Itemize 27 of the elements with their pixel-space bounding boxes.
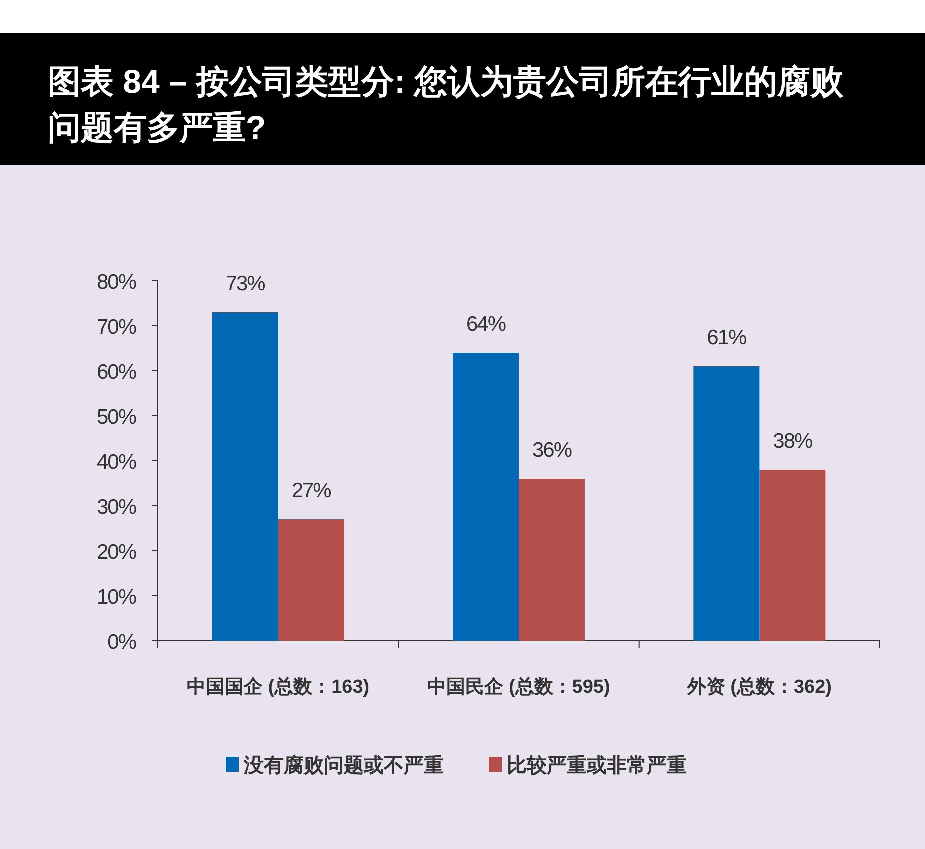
data-label: 73% [226, 272, 266, 296]
y-tick-label: 40% [96, 451, 136, 474]
legend-label: 比较严重或非常严重 [507, 754, 687, 777]
y-tick-label: 60% [96, 361, 136, 384]
chart-title: 图表 84 – 按公司类型分: 您认为贵公司所在行业的腐败问题有多严重? [48, 63, 845, 146]
y-tick-label: 20% [96, 541, 136, 564]
bar [212, 312, 278, 641]
data-label: 38% [773, 430, 813, 453]
x-tick-label: 中国国企 (总数：163) [187, 676, 370, 698]
data-label: 27% [292, 480, 332, 502]
y-tick-label: 0% [108, 631, 136, 654]
bar [453, 353, 519, 641]
x-tick-label: 中国民企 (总数：595) [428, 676, 610, 698]
x-tick-label: 外资 (总数：362) [686, 676, 832, 698]
y-tick-label: 10% [96, 586, 136, 609]
y-tick-label: 50% [96, 406, 136, 429]
bar [519, 479, 585, 641]
legend-label: 没有腐败问题或不严重 [243, 754, 444, 777]
data-label: 36% [532, 439, 572, 462]
bar [694, 366, 760, 641]
y-tick-label: 80% [96, 271, 136, 294]
y-tick-label: 70% [96, 316, 136, 339]
y-tick-label: 30% [96, 496, 136, 519]
bar [760, 470, 826, 641]
data-label: 61% [707, 326, 747, 350]
bar [278, 520, 344, 641]
data-label: 64% [466, 313, 506, 336]
